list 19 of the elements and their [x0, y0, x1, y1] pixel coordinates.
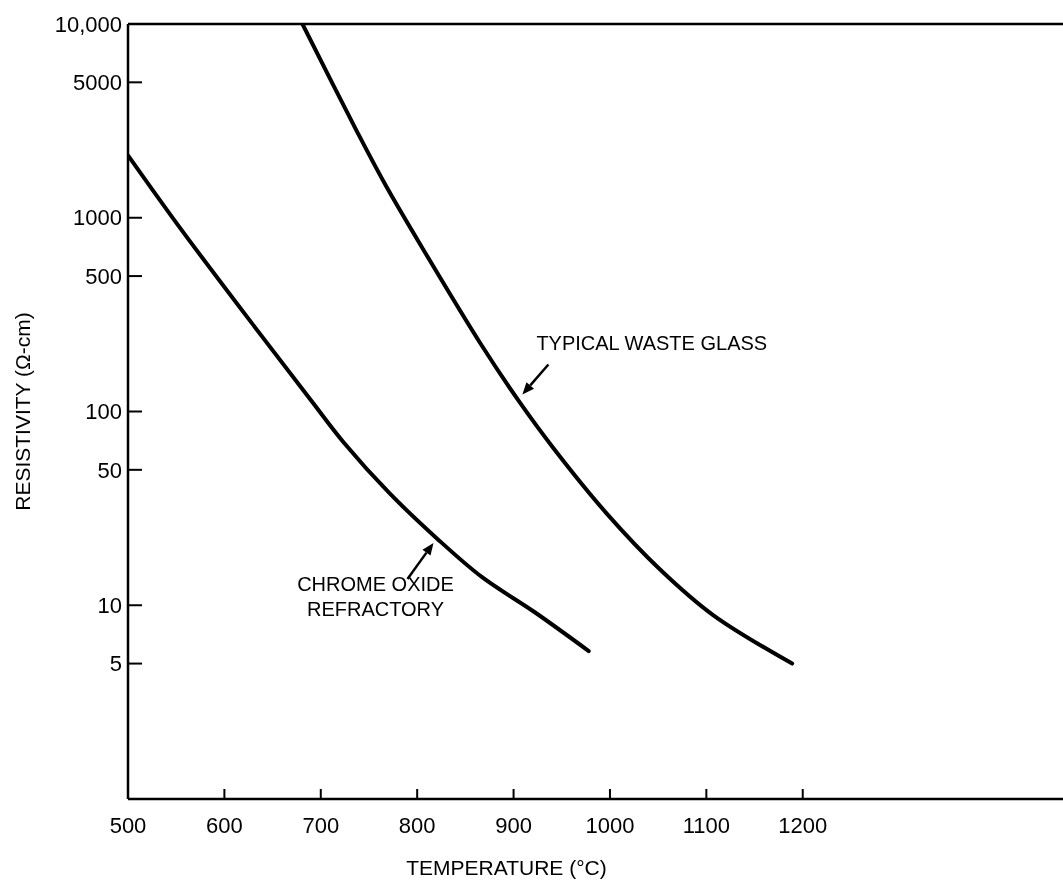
annotation: CHROME OXIDE REFRACTORY — [297, 572, 454, 620]
x-axis-title: TEMPERATURE (°C) — [406, 856, 607, 879]
y-tick-label: 5 — [109, 651, 122, 677]
y-tick-label: 10 — [97, 592, 122, 618]
x-tick-label: 700 — [302, 813, 340, 838]
annotation: TYPICAL WASTE GLASS — [536, 332, 768, 355]
y-tick-label: 10,000 — [54, 11, 122, 37]
y-tick-label: 5000 — [73, 70, 122, 96]
x-tick-label: 900 — [495, 813, 532, 838]
x-tick-label: 1100 — [682, 813, 731, 838]
x-tick-label: 600 — [206, 813, 243, 838]
y-tick-label: 50 — [97, 457, 122, 483]
y-axis-title: RESISTIVITY (Ω-cm) — [11, 312, 34, 511]
y-tick-label: 1000 — [73, 205, 122, 231]
x-tick-label: 800 — [398, 813, 436, 838]
x-tick-label: 1000 — [585, 813, 635, 838]
x-tick-label: 1200 — [778, 813, 828, 838]
y-tick-label: 100 — [85, 399, 122, 425]
y-tick-label: 500 — [85, 263, 122, 289]
